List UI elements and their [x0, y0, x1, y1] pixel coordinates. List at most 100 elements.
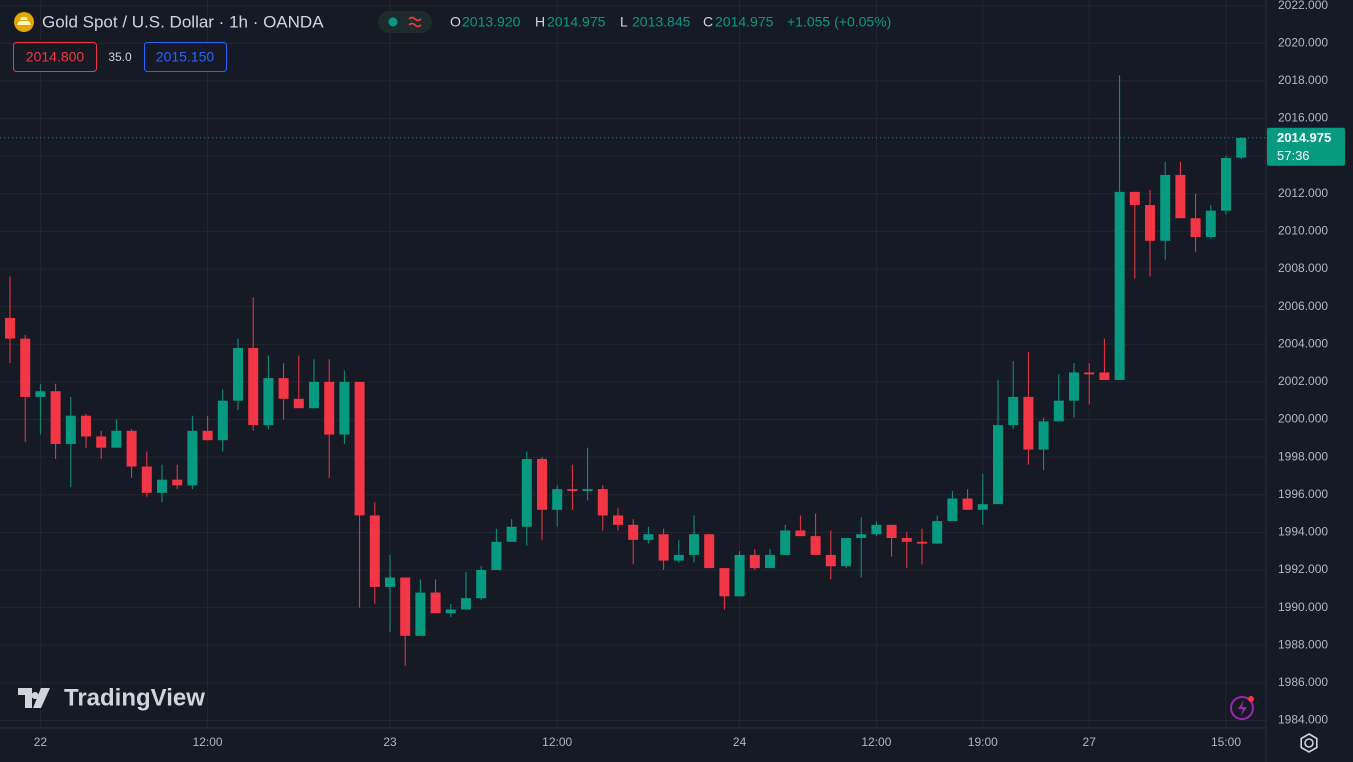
candle-body [1038, 421, 1049, 450]
candle-body [202, 430, 213, 441]
candle-body [187, 430, 198, 486]
candle-body [1160, 174, 1171, 241]
candle-body [111, 430, 122, 448]
candle-body [476, 569, 487, 599]
candle-body [856, 534, 867, 539]
candle-body [1099, 372, 1110, 380]
candle-body [445, 609, 456, 614]
y-tick-label: 1990.000 [1278, 600, 1328, 614]
candle-body [430, 592, 441, 614]
candle-body [567, 489, 578, 491]
candle-body [1190, 218, 1201, 238]
candle-body [339, 381, 350, 435]
candle-body [1221, 158, 1231, 211]
y-tick-label: 2008.000 [1278, 261, 1328, 275]
candle-body [643, 534, 654, 540]
y-tick-label: 1992.000 [1278, 562, 1328, 576]
x-tick-label: 12:00 [193, 735, 223, 749]
watermark-logo [18, 688, 50, 708]
candle-body [582, 489, 593, 491]
candle-body [719, 568, 730, 597]
ohlc-value: 2013.845 [632, 14, 691, 30]
candle-body [521, 458, 532, 527]
candle-body [1205, 210, 1216, 238]
candle-body [400, 577, 411, 636]
ohlc-value: 2013.920 [462, 14, 521, 30]
x-tick-label: 23 [383, 735, 397, 749]
market-open-dot [388, 17, 398, 27]
candle-body [126, 430, 137, 467]
candle-body [704, 534, 715, 569]
alert-icon[interactable] [1230, 696, 1254, 720]
candle-body [263, 378, 274, 426]
settings-icon[interactable] [1304, 738, 1314, 748]
candle-body [1053, 400, 1064, 422]
ohlc-key: O [450, 14, 461, 30]
y-tick-label: 2004.000 [1278, 336, 1328, 350]
buy-button[interactable] [144, 42, 227, 72]
candle-body [765, 554, 775, 569]
candle-body [81, 415, 91, 437]
candle-body [461, 598, 471, 610]
candles [5, 75, 1247, 666]
candle-body [415, 592, 426, 636]
candle-body [233, 348, 243, 401]
candle-body [658, 534, 669, 561]
candle-body [248, 348, 259, 426]
candle-body [962, 498, 973, 510]
candle-body [1069, 372, 1079, 401]
candle-body [1236, 137, 1247, 158]
watermark: TradingView [64, 684, 205, 711]
x-tick-label: 27 [1083, 735, 1097, 749]
candle-body [96, 436, 107, 448]
symbol-icon-bars [17, 17, 31, 25]
candle-body [734, 554, 745, 597]
candle-body [35, 391, 46, 397]
y-tick-label: 2000.000 [1278, 412, 1328, 426]
candle-body [1084, 372, 1095, 375]
last-price-box [1267, 127, 1345, 166]
y-tick-label: 2020.000 [1278, 35, 1328, 49]
y-tick-label: 2010.000 [1278, 224, 1328, 238]
candle-body [157, 479, 167, 493]
buy-price: 2015.150 [156, 49, 215, 65]
x-tick-label: 24 [733, 735, 747, 749]
x-tick-label: 12:00 [861, 735, 891, 749]
candle-body [993, 425, 1003, 505]
y-tick-label: 2022.000 [1278, 0, 1328, 12]
sell-button[interactable] [13, 42, 97, 72]
x-tick-label: 22 [34, 735, 48, 749]
ohlc-legend: O 2013.920 H 2014.975 L 2013.845 C 2014.975 [450, 14, 774, 30]
candle-body [506, 526, 517, 542]
candle-body [278, 378, 289, 399]
candle-body [871, 524, 882, 535]
alert-bolt [1238, 700, 1247, 716]
candle-body [141, 466, 152, 493]
candle-body [217, 400, 228, 441]
candle-body [324, 381, 335, 435]
candle-body [50, 391, 61, 444]
y-tick-label: 1986.000 [1278, 675, 1328, 689]
candle-body [977, 504, 988, 510]
y-tick-label: 1984.000 [1278, 713, 1328, 727]
candle-body [20, 338, 31, 397]
sell-price: 2014.800 [26, 49, 85, 65]
candle-body [491, 541, 502, 570]
candle-body [1114, 191, 1125, 380]
status-pill[interactable] [378, 11, 432, 33]
ohlc-value: 2014.975 [547, 14, 606, 30]
symbol-title[interactable]: Gold Spot / U.S. Dollar · 1h · OANDA [42, 12, 324, 31]
candle-body [886, 524, 897, 539]
candle-body [1145, 205, 1155, 241]
candle-body [749, 554, 760, 569]
candle-body [1175, 174, 1186, 219]
candle-body [673, 554, 684, 561]
change: +1.055 (+0.05%) [787, 14, 891, 30]
candle-body [65, 415, 76, 444]
spread: 35.0 [108, 50, 132, 64]
candle-body [917, 541, 927, 544]
candle-body [1008, 396, 1019, 426]
candle-body [841, 538, 851, 567]
candle-body [628, 524, 639, 540]
